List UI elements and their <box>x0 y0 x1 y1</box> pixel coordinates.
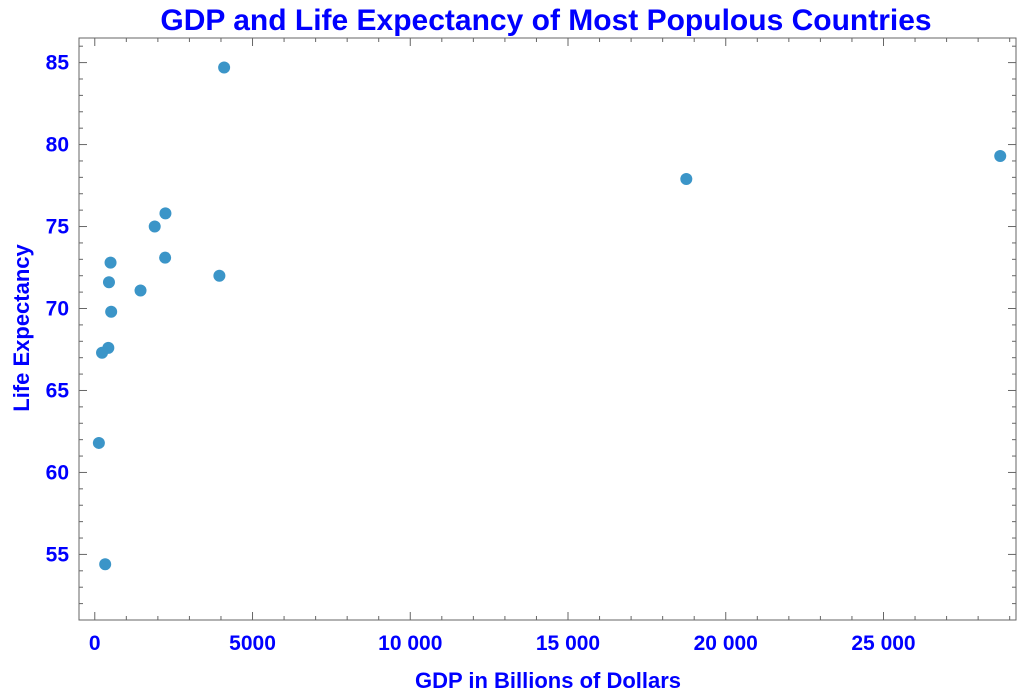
x-tick-label: 0 <box>89 632 101 655</box>
chart-title: GDP and Life Expectancy of Most Populous… <box>160 4 931 37</box>
data-point <box>102 276 115 289</box>
y-tick-label: 65 <box>46 379 70 402</box>
ticks-layer: 0 5000 10 000 15 000 20 000 25 000 55 60 65 70 75 8… <box>46 38 1016 655</box>
y-tick-label: 70 <box>46 298 69 321</box>
data-point <box>159 207 172 220</box>
data-point <box>99 558 112 571</box>
y-tick-label: 80 <box>46 134 69 157</box>
data-point <box>96 346 109 359</box>
x-tick-label: 15 000 <box>536 632 600 655</box>
data-point <box>104 256 117 269</box>
data-point <box>92 436 105 449</box>
x-tick-label: 10 000 <box>378 632 442 655</box>
x-tick-label: 20 000 <box>694 632 758 655</box>
y-axis-label: Life Expectancy <box>9 243 34 411</box>
data-point <box>213 269 226 282</box>
data-point <box>134 284 147 297</box>
x-tick-label: 25 000 <box>851 632 915 655</box>
data-point <box>994 150 1007 163</box>
x-tick-label: 5000 <box>229 632 276 655</box>
y-tick-label: 75 <box>46 216 70 239</box>
data-point <box>218 61 231 74</box>
data-point <box>105 305 118 318</box>
points-layer <box>92 61 1007 571</box>
data-point <box>148 220 161 233</box>
y-tick-label: 55 <box>46 543 70 566</box>
x-axis-label: GDP in Billions of Dollars <box>415 668 681 693</box>
data-point <box>680 172 693 185</box>
plot-frame <box>78 37 1017 621</box>
y-tick-label: 60 <box>46 461 69 484</box>
data-point <box>159 251 172 264</box>
y-tick-label: 85 <box>46 52 70 75</box>
